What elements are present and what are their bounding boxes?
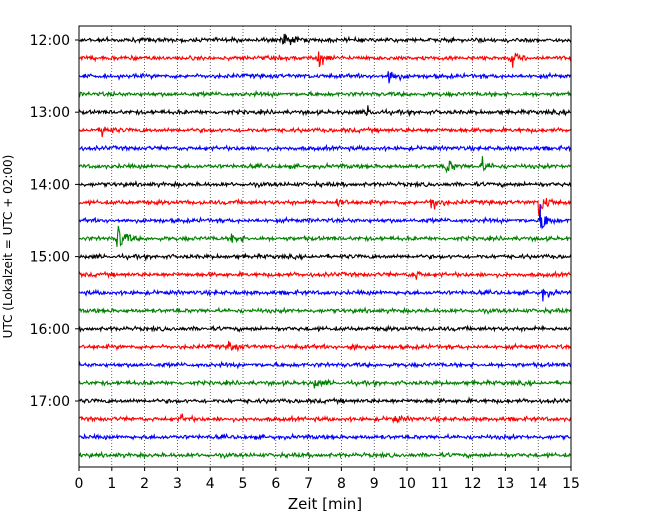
x-tick-label: 6 xyxy=(271,476,280,492)
y-axis-label: UTC (Lokalzeit = UTC + 02:00) xyxy=(1,155,15,339)
x-tick-label: 9 xyxy=(370,476,379,492)
trace-line xyxy=(78,51,572,68)
trace-line xyxy=(78,33,572,46)
x-tick-label: 2 xyxy=(140,476,149,492)
trace-line xyxy=(78,71,572,84)
trace-line xyxy=(78,413,572,424)
trace-group xyxy=(78,33,572,460)
y-tick-label: 13:00 xyxy=(30,105,70,121)
trace-line xyxy=(78,269,572,280)
y-axis-ticks: 12:00 13:00 14:00 15:00 16:00 17:00 xyxy=(30,33,79,410)
trace-line xyxy=(78,396,572,406)
y-tick-label: 17:00 xyxy=(30,394,70,410)
trace-line xyxy=(78,143,572,153)
x-tick-label: 8 xyxy=(337,476,346,492)
trace-line xyxy=(78,179,572,189)
trace-line xyxy=(78,105,572,118)
x-tick-label: 12 xyxy=(464,476,482,492)
trace-line xyxy=(78,89,572,99)
y-tick-label: 16:00 xyxy=(30,322,70,338)
x-tick-label: 14 xyxy=(529,476,547,492)
x-tick-label: 1 xyxy=(107,476,116,492)
x-axis-label: Zeit [min] xyxy=(288,495,362,513)
x-tick-label: 3 xyxy=(173,476,182,492)
x-tick-label: 7 xyxy=(304,476,313,492)
trace-line xyxy=(78,225,572,247)
x-tick-label: 11 xyxy=(431,476,449,492)
x-tick-label: 4 xyxy=(206,476,215,492)
trace-line xyxy=(78,156,572,174)
trace-line xyxy=(78,288,572,302)
trace-line xyxy=(78,450,572,460)
x-tick-label: 13 xyxy=(496,476,514,492)
trace-line xyxy=(78,125,572,138)
trace-line xyxy=(78,197,572,215)
trace-line xyxy=(78,306,572,316)
trace-line xyxy=(78,378,572,389)
trace-line xyxy=(78,360,572,370)
trace-line xyxy=(78,252,572,262)
x-axis-ticks: 0 1 2 3 4 5 6 7 8 9 10 11 12 13 14 15 xyxy=(75,467,580,492)
x-tick-label: 15 xyxy=(562,476,580,492)
plot-frame xyxy=(78,25,572,468)
y-tick-label: 12:00 xyxy=(30,33,70,49)
x-tick-label: 5 xyxy=(239,476,248,492)
trace-line xyxy=(78,340,572,353)
y-tick-label: 15:00 xyxy=(30,250,70,266)
trace-line xyxy=(78,432,572,441)
trace-line xyxy=(78,324,572,333)
trace-line xyxy=(78,204,572,230)
y-tick-label: 14:00 xyxy=(30,177,70,193)
x-tick-label: 10 xyxy=(398,476,416,492)
x-tick-label: 0 xyxy=(75,476,84,492)
